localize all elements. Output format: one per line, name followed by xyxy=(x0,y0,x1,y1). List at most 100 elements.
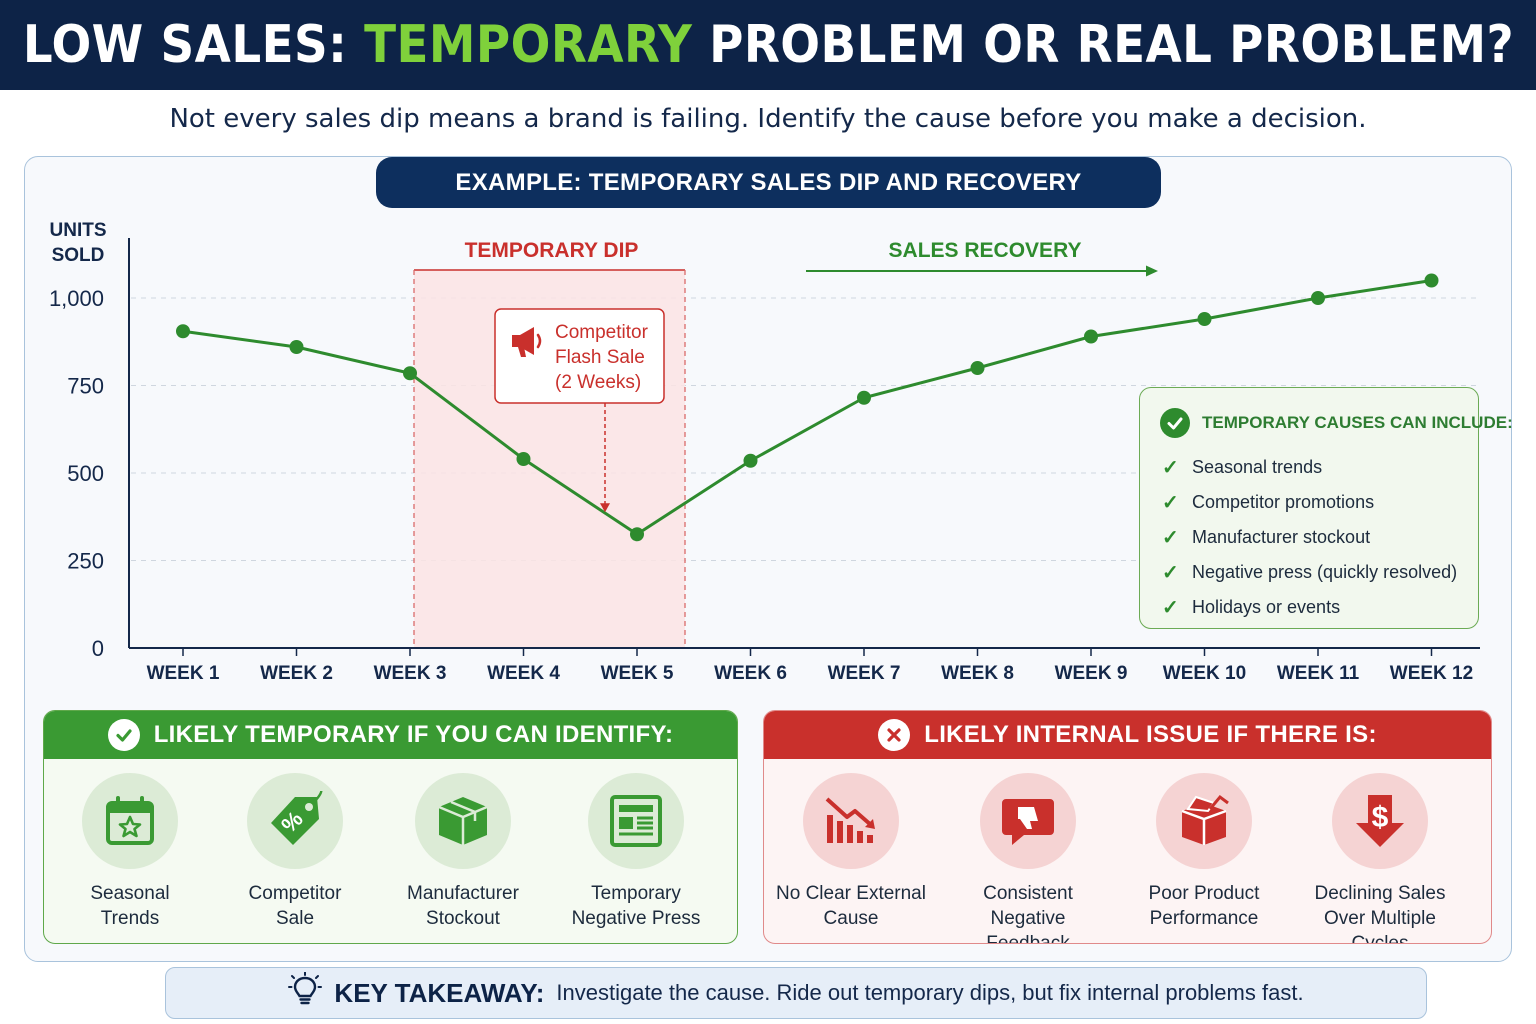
temporary-cause-label: Seasonal trends xyxy=(1192,457,1323,477)
likely-internal-card: LIKELY INTERNAL ISSUE IF THERE IS: No Cl… xyxy=(763,710,1492,944)
x-tick-label: WEEK 3 xyxy=(374,663,447,684)
temporary-causes-heading: TEMPORARY CAUSES CAN INCLUDE: xyxy=(1202,413,1513,432)
y-tick-label: 750 xyxy=(67,374,104,399)
box-icon xyxy=(415,773,511,869)
likely-temporary-heading: LIKELY TEMPORARY IF YOU CAN IDENTIFY: xyxy=(153,721,674,748)
svg-text:$: $ xyxy=(1372,801,1389,834)
temporary-causes-heading-row: TEMPORARY CAUSES CAN INCLUDE: xyxy=(1160,408,1513,438)
declining-bars-icon xyxy=(803,773,899,869)
series-line xyxy=(182,279,1432,536)
temporary_card-item: Temporary Negative Press xyxy=(551,773,721,931)
likely-temporary-items: Seasonal Trends% Competitor Sale Manufactu… xyxy=(44,759,737,943)
x-tick-label: WEEK 8 xyxy=(941,663,1014,684)
y-tick-label: 500 xyxy=(67,461,104,486)
thumbs-down-icon xyxy=(980,773,1076,869)
example-label: EXAMPLE: TEMPORARY SALES DIP AND RECOVER… xyxy=(376,157,1161,208)
temporary-cause-item: ✓ Seasonal trends xyxy=(1160,450,1478,485)
percent-tag-icon: % xyxy=(247,773,343,869)
internal_card-item-label: Poor Product Performance xyxy=(1148,883,1260,929)
check-icon: ✓ xyxy=(1162,492,1179,514)
megaphone-icon xyxy=(512,327,542,357)
temporary-causes-list: ✓ Seasonal trends ✓ Competitor promotions ✓ M… xyxy=(1160,450,1478,625)
dip-region-label: TEMPORARY DIP xyxy=(465,239,639,262)
title-part-2: PROBLEM OR REAL PROBLEM? xyxy=(708,15,1514,75)
data-point xyxy=(1311,291,1325,305)
temporary-cause-label: Holidays or events xyxy=(1192,597,1341,617)
y-tick-label: 250 xyxy=(67,549,104,574)
temporary-causes-box: TEMPORARY CAUSES CAN INCLUDE: ✓ Seasonal … xyxy=(1139,387,1513,629)
x-tick-label: WEEK 5 xyxy=(601,663,674,684)
recovery-arrow-head xyxy=(1146,265,1158,277)
y-tick-label: 0 xyxy=(92,636,104,661)
temporary_card-item: % Competitor Sale xyxy=(210,773,380,931)
data-point xyxy=(1084,329,1098,344)
x-tick-label: WEEK 1 xyxy=(147,663,220,684)
key-takeaway: KEY TAKEAWAY: Investigate the cause. Rid… xyxy=(165,967,1427,1019)
likely-internal-items: No Clear External Cause Consistent Negati… xyxy=(764,759,1491,944)
series-layer xyxy=(176,273,1439,542)
title-bar: LOW SALES: TEMPORARY PROBLEM OR REAL PRO… xyxy=(0,0,1536,90)
newspaper-icon xyxy=(588,773,684,869)
likely-internal-header: LIKELY INTERNAL ISSUE IF THERE IS: xyxy=(764,711,1491,759)
check-circle-icon xyxy=(1160,408,1190,438)
annotation-box xyxy=(494,308,665,404)
x-tick-label: WEEK 4 xyxy=(487,663,560,684)
calendar-star-icon xyxy=(82,773,178,869)
temporary_card-item: Manufacturer Stockout xyxy=(378,773,548,931)
x-tick-label: WEEK 2 xyxy=(260,663,333,684)
likely-temporary-card: LIKELY TEMPORARY IF YOU CAN IDENTIFY: Se… xyxy=(43,710,738,944)
temporary-cause-label: Manufacturer stockout xyxy=(1192,527,1371,547)
data-point xyxy=(743,453,758,468)
y-axis-label: SOLD xyxy=(52,245,105,266)
title-highlight: TEMPORARY xyxy=(363,15,692,75)
data-point xyxy=(1424,273,1439,288)
annotation-text: (2 Weeks) xyxy=(555,372,641,393)
annotation-arrow-head xyxy=(600,503,610,513)
data-point xyxy=(970,361,985,375)
temporary_card-item-label: Competitor Sale xyxy=(248,883,342,929)
internal_card-item: $ Declining Sales Over Multiple Cycles xyxy=(1295,773,1465,944)
key-takeaway-label: KEY TAKEAWAY: xyxy=(334,977,545,1008)
key-takeaway-text: Investigate the cause. Ride out temporar… xyxy=(556,980,1304,1005)
axis-layer: 0 250 500 750 1,000 UNITS SOLD WEEK 1 WEEK 2 WEEK… xyxy=(49,220,1480,684)
page-title: LOW SALES: TEMPORARY PROBLEM OR REAL PRO… xyxy=(22,15,1513,75)
lightbulb-icon xyxy=(288,971,323,1014)
data-point xyxy=(176,324,190,339)
dollar-down-arrow-icon: $ xyxy=(1332,773,1428,869)
x-tick-label: WEEK 10 xyxy=(1163,663,1246,684)
x-circle-icon xyxy=(878,719,911,751)
x-tick-label: WEEK 7 xyxy=(828,663,901,684)
annotation-text: Competitor xyxy=(555,322,649,343)
recovery-label: SALES RECOVERY xyxy=(889,239,1082,262)
annotation-layer: SALES RECOVERY Competitor Flash Sale (2 Wee… xyxy=(494,239,1158,513)
annotation-text: Flash Sale xyxy=(555,347,645,368)
temporary_card-item-label: Temporary Negative Press xyxy=(571,883,701,929)
data-point xyxy=(857,390,871,405)
dip-region-layer: TEMPORARY DIP xyxy=(413,239,686,648)
temporary-cause-item: ✓ Negative press (quickly resolved) xyxy=(1160,555,1478,590)
internal_card-item-label: Declining Sales Over Multiple Cycles xyxy=(1314,883,1446,944)
check-icon: ✓ xyxy=(1162,597,1179,619)
damaged-box-icon xyxy=(1156,773,1252,869)
check-icon: ✓ xyxy=(1162,562,1179,584)
internal_card-item: Consistent Negative Feedback xyxy=(943,773,1113,943)
temporary_card-item: Seasonal Trends xyxy=(45,773,215,931)
check-icon: ✓ xyxy=(1162,457,1179,479)
internal_card-item: No Clear External Cause xyxy=(766,773,936,931)
data-point xyxy=(403,366,417,381)
data-point xyxy=(1197,312,1212,326)
temporary-cause-item: ✓ Holidays or events xyxy=(1160,590,1478,625)
temporary-cause-label: Competitor promotions xyxy=(1192,492,1375,512)
data-point xyxy=(516,452,531,466)
x-tick-label: WEEK 12 xyxy=(1390,663,1473,684)
title-part-1: LOW SALES: xyxy=(22,15,347,75)
data-point xyxy=(289,340,304,354)
subtitle: Not every sales dip means a brand is fai… xyxy=(169,104,1367,134)
temporary-cause-label: Negative press (quickly resolved) xyxy=(1192,562,1458,582)
likely-internal-heading: LIKELY INTERNAL ISSUE IF THERE IS: xyxy=(924,721,1377,748)
x-tick-label: WEEK 9 xyxy=(1055,663,1128,684)
check-icon: ✓ xyxy=(1162,527,1179,549)
x-tick-label: WEEK 11 xyxy=(1277,663,1360,684)
line-chart: TEMPORARY DIP 0 250 500 750 1,000 UNITS SOLD WE… xyxy=(49,220,1480,684)
y-tick-label: 1,000 xyxy=(49,286,104,311)
